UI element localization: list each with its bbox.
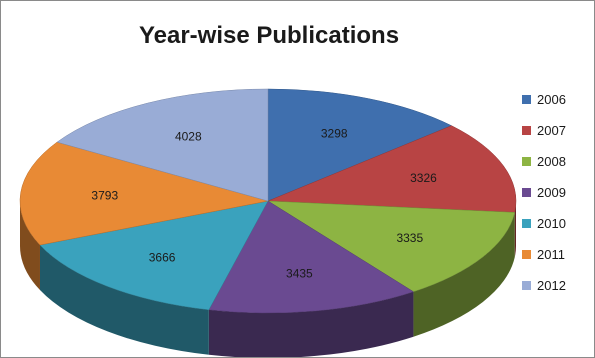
legend-swatch-2007 bbox=[522, 126, 531, 135]
slice-2007 bbox=[267, 125, 517, 213]
slice-2008 bbox=[267, 200, 516, 292]
pie-slices bbox=[19, 88, 517, 314]
data-label-2012: 4028 bbox=[175, 129, 202, 143]
legend-swatch-2006 bbox=[522, 95, 531, 104]
legend-label-2009: 2009 bbox=[537, 185, 566, 200]
legend-swatch-2009 bbox=[522, 188, 531, 197]
legend-label-2011: 2011 bbox=[537, 247, 565, 262]
slice-2012 bbox=[56, 88, 269, 202]
data-label-2011: 3793 bbox=[91, 188, 118, 202]
chart-title: Year-wise Publications bbox=[139, 22, 399, 49]
slice-2010 bbox=[39, 200, 269, 311]
slice-side-2011 bbox=[20, 201, 40, 291]
legend-label-2006: 2006 bbox=[537, 92, 566, 107]
data-label-2006: 3298 bbox=[321, 126, 348, 140]
legend-label-2008: 2008 bbox=[537, 154, 566, 169]
legend-swatch-2011 bbox=[522, 250, 531, 259]
data-label-2010: 3666 bbox=[149, 250, 176, 264]
legend-label-2012: 2012 bbox=[537, 278, 566, 293]
legend-label-2010: 2010 bbox=[537, 216, 566, 231]
data-label-2008: 3335 bbox=[396, 231, 423, 245]
data-labels: 3298 3326 3335 3435 3666 3793 4028 bbox=[91, 126, 437, 280]
slice-side-2010 bbox=[39, 245, 209, 355]
legend-swatch-2012 bbox=[522, 281, 531, 290]
slice-side-2009 bbox=[208, 291, 414, 357]
legend-swatch-2010 bbox=[522, 219, 531, 228]
data-label-2007: 3326 bbox=[410, 171, 437, 185]
legend: 2006 2007 2008 2009 2010 2011 2012 bbox=[522, 92, 566, 293]
slice-2006 bbox=[267, 88, 453, 202]
slice-side-2008 bbox=[413, 212, 515, 337]
slice-2011 bbox=[19, 141, 269, 246]
legend-label-2007: 2007 bbox=[537, 123, 566, 138]
legend-swatch-2008 bbox=[522, 157, 531, 166]
data-label-2009: 3435 bbox=[286, 267, 313, 281]
slice-2009 bbox=[208, 200, 415, 314]
slice-side-2007 bbox=[514, 201, 516, 258]
pie-sides bbox=[20, 201, 516, 357]
